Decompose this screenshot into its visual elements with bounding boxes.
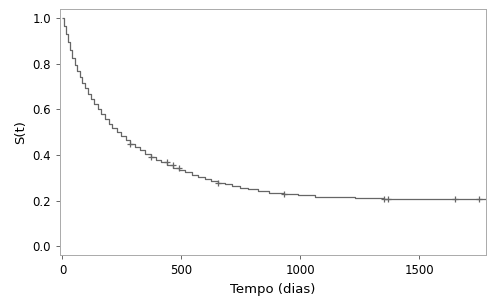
X-axis label: Tempo (dias): Tempo (dias) bbox=[230, 283, 316, 296]
Y-axis label: S(t): S(t) bbox=[14, 120, 27, 144]
